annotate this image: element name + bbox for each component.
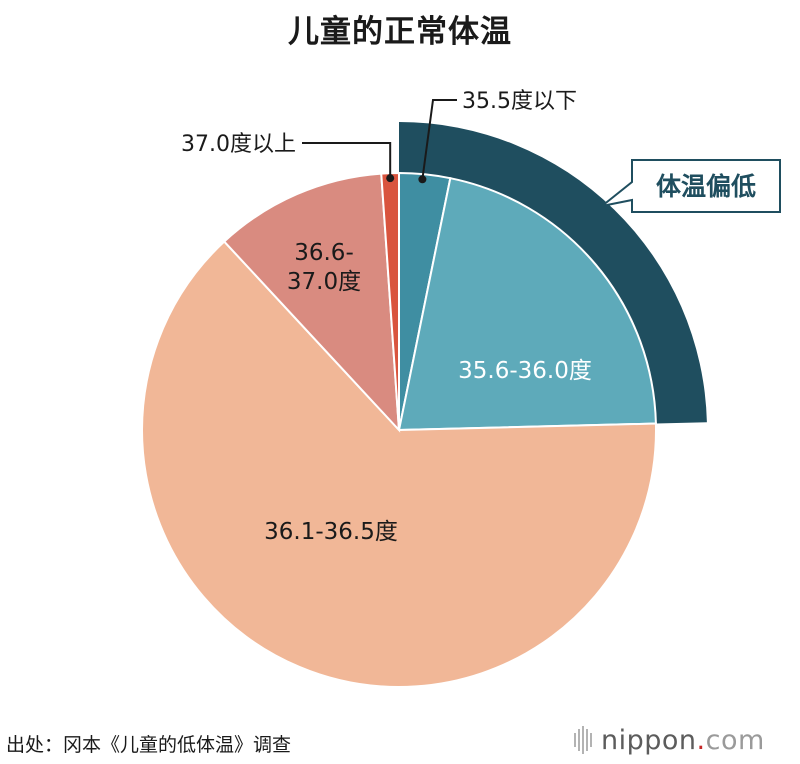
slice-label-3: 36.1-36.5度 <box>264 519 398 545</box>
slice-layer <box>141 171 657 688</box>
source-note: 出处：冈本《儿童的低体温》调查 <box>6 734 292 756</box>
highlight-band <box>399 122 707 424</box>
highlight-label: 体温偏低 <box>656 172 756 201</box>
slice-3 <box>141 240 657 688</box>
slice-label-1: 35.5度以下 <box>462 89 577 114</box>
callout-line-1 <box>421 99 457 180</box>
slice-label-5: 37.0度以上 <box>181 132 296 157</box>
highlight-band-layer <box>399 122 707 424</box>
slice-label-2: 35.6-36.0度 <box>458 358 592 384</box>
nippon-logo: nippon.com <box>574 722 765 758</box>
slice-label-4: 36.6-37.0度 <box>287 240 361 295</box>
slice-4 <box>222 172 401 433</box>
callout-line-5 <box>302 142 392 179</box>
chart-title: 儿童的正常体温 <box>288 14 512 50</box>
highlight-label-box <box>601 159 781 213</box>
label-layer: 35.6-36.0度 36.1-36.5度 36.6-37.0度 35.5度以下 37.… <box>181 89 781 545</box>
logo-wordmark: nippon.com <box>601 724 765 756</box>
logo-bars-icon <box>574 726 592 754</box>
slice-2 <box>397 176 657 432</box>
